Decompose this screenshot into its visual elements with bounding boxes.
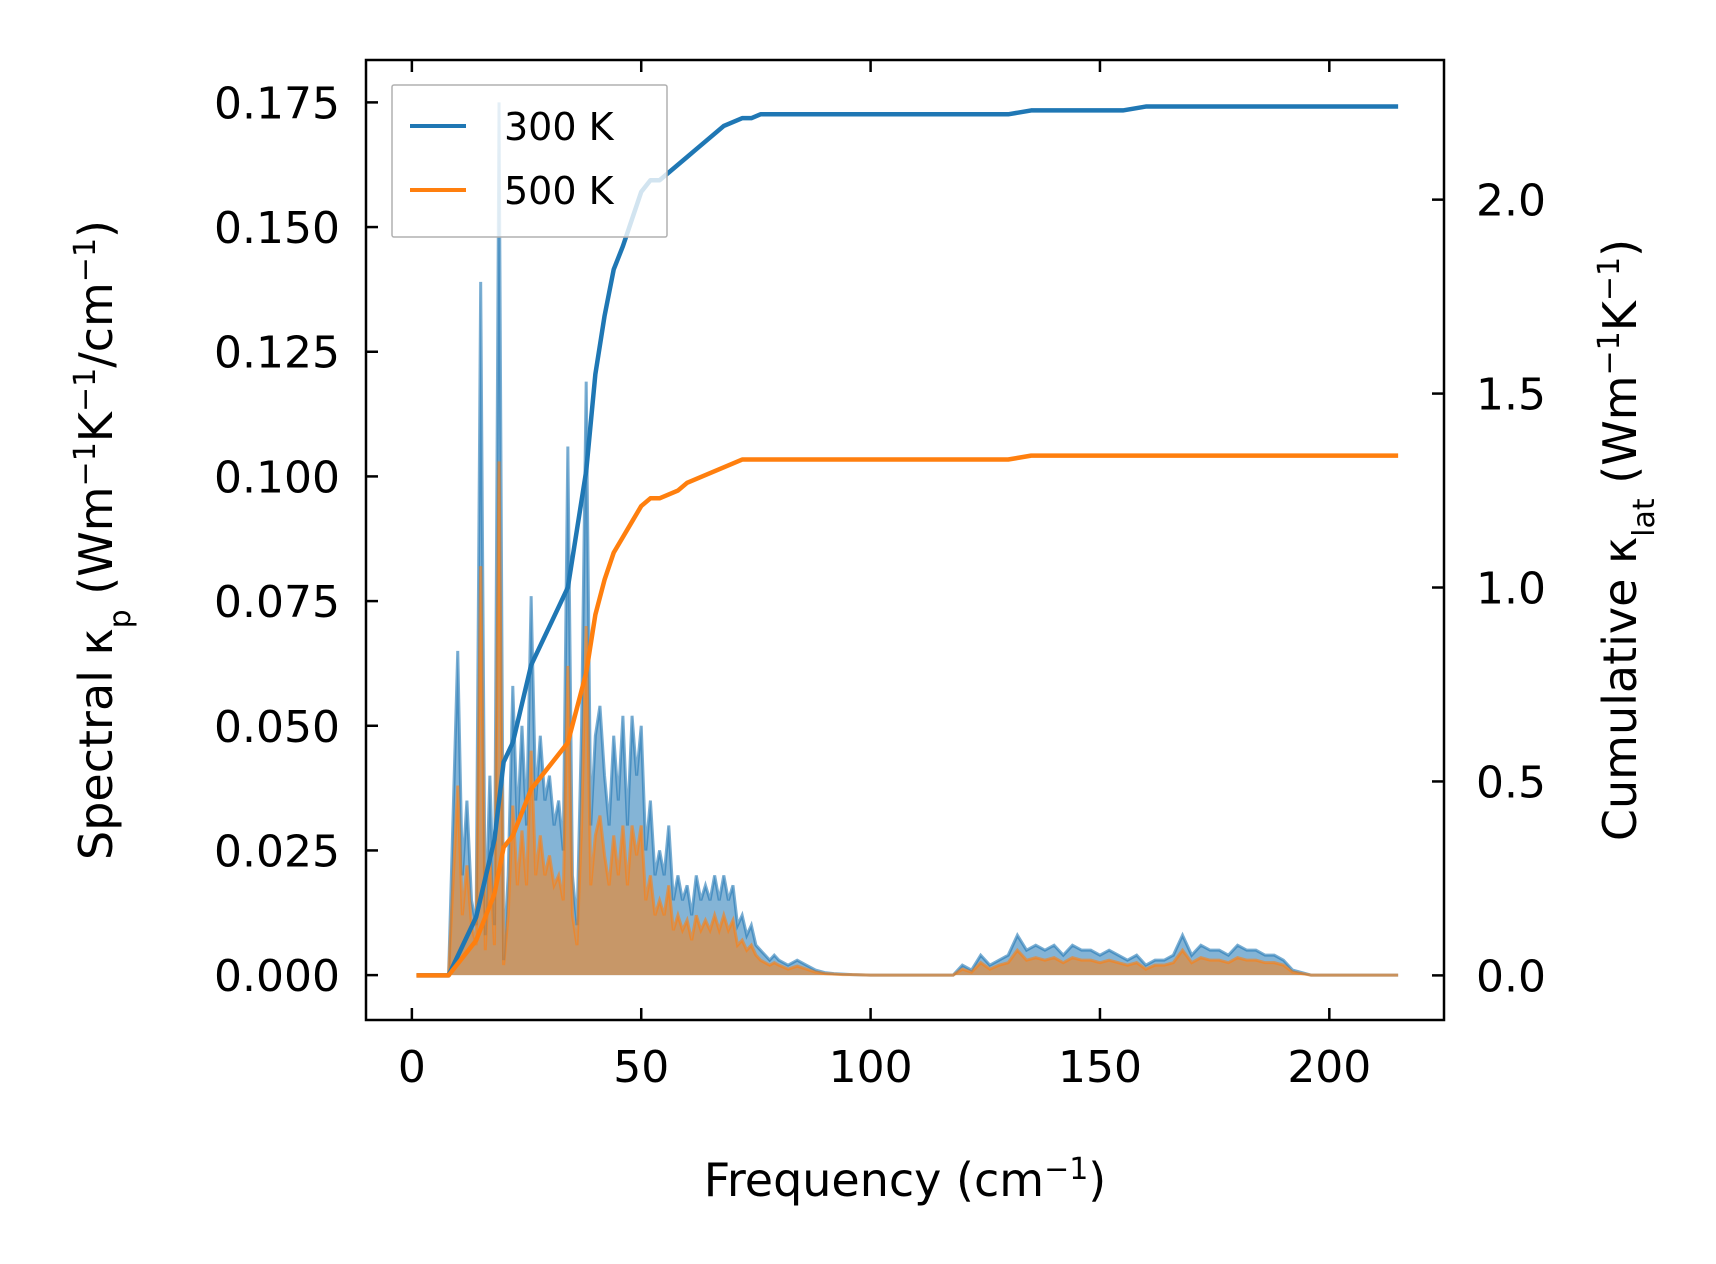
- y-left-tick-label: 0.000: [214, 951, 340, 1002]
- legend-label-500k: 500 K: [504, 169, 615, 213]
- legend-box: [391, 84, 668, 238]
- y-left-tick-label: 0.025: [214, 826, 340, 877]
- y-left-tick-label: 0.075: [214, 577, 340, 628]
- y-axis-title-right: Cumulative κlat (Wm−1K−1): [1592, 239, 1662, 841]
- plot-area: [416, 102, 1399, 978]
- y-left-tick-label: 0.050: [214, 702, 340, 753]
- y-left-tick-label: 0.125: [214, 328, 340, 379]
- y-axis-title-left: Spectral κp (Wm−1K−1/cm−1): [68, 220, 138, 860]
- cumulative-500k-line: [416, 453, 1399, 978]
- cumulative-300k-line: [416, 104, 1399, 978]
- y-right-tick-label: 2.0: [1476, 176, 1546, 227]
- y-right-tick-label: 1.5: [1476, 370, 1546, 421]
- x-tick-label: 150: [1058, 1042, 1142, 1093]
- x-axis-title: Frequency (cm−1): [704, 1152, 1107, 1208]
- spectral-500k-area: [416, 461, 1399, 976]
- legend-label-300k: 300 K: [504, 105, 615, 149]
- spectral-300k-line: [416, 102, 1399, 977]
- y-right-tick-label: 0.5: [1476, 757, 1546, 808]
- axes-frame: [364, 58, 1446, 1022]
- legend: 300 K 500 K: [391, 84, 668, 238]
- spectral-500k-line: [416, 461, 1399, 977]
- y-left-tick-label: 0.100: [214, 452, 340, 503]
- y-right-tick-label: 1.0: [1476, 564, 1546, 615]
- y-left-tick-label: 0.150: [214, 203, 340, 254]
- x-tick-label: 200: [1287, 1042, 1371, 1093]
- x-tick-label: 50: [613, 1042, 669, 1093]
- x-tick-label: 100: [829, 1042, 913, 1093]
- y-left-tick-label: 0.175: [214, 78, 340, 129]
- x-tick-label: 0: [398, 1042, 426, 1093]
- y-right-tick-label: 0.0: [1476, 951, 1546, 1002]
- axis-ticks: 0 50 100 150 200 0.000 0.025 0.050 0.075 0.100 0.1…: [214, 60, 1546, 1093]
